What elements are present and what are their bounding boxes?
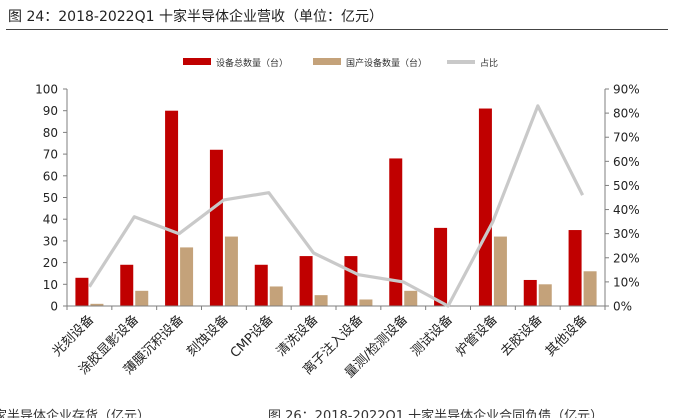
legend-swatch-2 [313,58,341,65]
bar-domestic-6 [314,295,328,306]
bar-total-1 [75,277,89,306]
y-left-tick-label: 10 [43,278,58,292]
y-left-tick-label: 50 [43,191,58,205]
title-divider [6,29,668,30]
x-tick-label: 去胶设备 [497,312,545,360]
bar-total-2 [120,264,134,306]
x-tick-label: CMP设备 [227,312,277,362]
y-right-tick-label: 40% [613,203,640,217]
y-left-tick-label: 0 [50,300,58,314]
y-right-tick-label: 0% [613,300,632,314]
bar-domestic-4 [224,236,238,306]
next-figure-caption-right: 图 26：2018-2022Q1 十家半导体企业合同负债（亿元） [268,409,604,418]
bar-total-6 [299,256,313,306]
y-left-tick-label: 80 [43,126,58,140]
y-left-tick-label: 60 [43,169,58,183]
ratio-line [88,104,585,308]
y-left-tick-label: 20 [43,256,58,270]
bar-total-11 [523,279,537,306]
x-tick-label: 其他设备 [542,312,590,360]
x-tick-label: 测试设备 [408,312,456,360]
bar-total-3 [165,110,179,306]
y-left-tick-label: 30 [43,234,58,248]
bar-domestic-7 [359,299,373,306]
y-left-tick-label: 90 [43,104,58,118]
bar-domestic-1 [90,303,104,306]
y-right-tick-label: 10% [613,275,640,289]
bar-total-7 [344,256,358,306]
y-left-tick-label: 100 [35,83,58,97]
legend-label-1: 设备总数量（台） [216,57,288,69]
bar-domestic-11 [538,284,552,306]
legend-label-3: 占比 [480,57,498,69]
legend-swatch-1 [183,58,211,65]
y-right-tick-label: 70% [613,131,640,145]
y-right-tick-label: 20% [613,251,640,265]
bar-domestic-5 [269,286,283,306]
bar-domestic-8 [404,290,418,306]
bar-total-5 [254,264,268,306]
y-right-tick-label: 80% [613,107,640,121]
y-left-tick-label: 70 [43,148,58,162]
bar-total-10 [478,108,492,306]
x-tick-label: 刻蚀设备 [184,312,232,360]
bar-domestic-2 [135,290,149,306]
y-left-tick-label: 40 [43,213,58,227]
y-right-tick-label: 30% [613,227,640,241]
bar-domestic-3 [180,247,194,306]
bar-domestic-12 [583,271,597,306]
bar-total-8 [389,158,403,306]
bar-total-12 [568,230,582,306]
legend-label-2: 国产设备数量（台） [346,57,427,69]
next-figures-strip: 家半导体企业存货（亿元） 图 26：2018-2022Q1 十家半导体企业合同负… [0,404,674,418]
x-tick-label: 炉管设备 [453,312,501,360]
next-figure-caption-left: 家半导体企业存货（亿元） [0,409,151,418]
y-right-tick-label: 90% [613,83,640,97]
figure-title: 图 24：2018-2022Q1 十家半导体企业营收（单位：亿元） [8,9,383,25]
chart: 设备总数量（台） 国产设备数量（台） 占比 0 10 20 30 40 50 60 70 80 90 10… [35,57,640,381]
y-right-tick-label: 50% [613,179,640,193]
bar-total-4 [209,149,223,306]
bar-domestic-10 [493,236,507,306]
y-right-tick-label: 60% [613,155,640,169]
bar-total-9 [434,227,448,306]
